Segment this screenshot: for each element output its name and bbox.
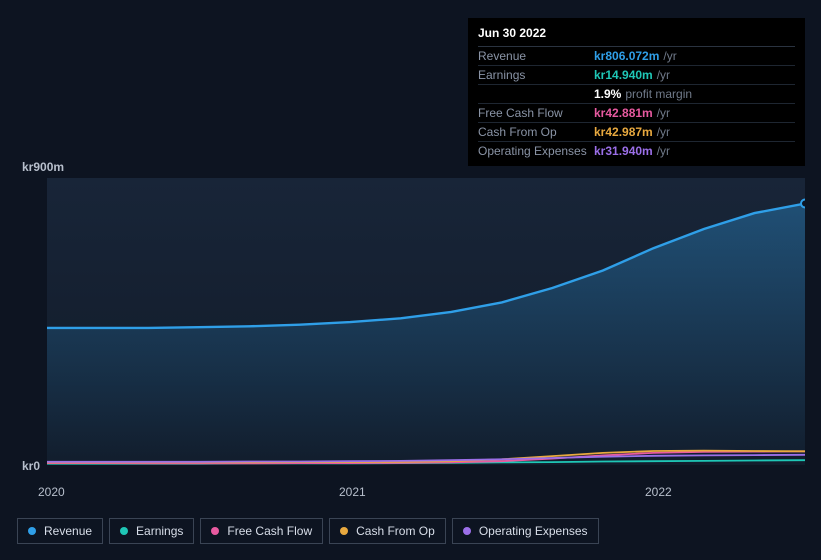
- tooltip-row-label: Earnings: [478, 68, 594, 82]
- tooltip-row-value: kr42.881m: [594, 106, 653, 120]
- tooltip-row-label: Operating Expenses: [478, 144, 594, 158]
- tooltip-row: Revenuekr806.072m/yr: [478, 47, 795, 66]
- legend-item-opex[interactable]: Operating Expenses: [452, 518, 599, 544]
- revenue-end-marker: [801, 200, 805, 208]
- y-axis-label: kr900m: [22, 160, 64, 174]
- legend-item-cfo[interactable]: Cash From Op: [329, 518, 446, 544]
- chart-tooltip: Jun 30 2022 Revenuekr806.072m/yrEarnings…: [468, 18, 805, 166]
- tooltip-row-suffix: /yr: [657, 68, 670, 82]
- tooltip-row: Free Cash Flowkr42.881m/yr: [478, 104, 795, 123]
- tooltip-row-label: Revenue: [478, 49, 594, 63]
- tooltip-row-suffix: /yr: [657, 125, 670, 139]
- tooltip-row: Cash From Opkr42.987m/yr: [478, 123, 795, 142]
- legend-label: Operating Expenses: [479, 524, 588, 538]
- tooltip-row-label: Free Cash Flow: [478, 106, 594, 120]
- tooltip-row: 1.9% profit margin: [478, 85, 795, 104]
- legend-item-earnings[interactable]: Earnings: [109, 518, 194, 544]
- legend-label: Cash From Op: [356, 524, 435, 538]
- tooltip-row-value: 1.9%: [594, 87, 621, 101]
- tooltip-row-suffix: /yr: [657, 106, 670, 120]
- tooltip-row-suffix: /yr: [657, 144, 670, 158]
- chart-legend: Revenue Earnings Free Cash Flow Cash From O…: [17, 518, 599, 544]
- x-axis-label: 2022: [645, 485, 672, 499]
- legend-dot-icon: [340, 527, 348, 535]
- tooltip-row-value: kr14.940m: [594, 68, 653, 82]
- legend-dot-icon: [463, 527, 471, 535]
- tooltip-row: Operating Expenseskr31.940m/yr: [478, 142, 795, 160]
- x-axis-label: 2021: [339, 485, 366, 499]
- legend-dot-icon: [28, 527, 36, 535]
- legend-label: Revenue: [44, 524, 92, 538]
- legend-dot-icon: [211, 527, 219, 535]
- tooltip-row-value: kr31.940m: [594, 144, 653, 158]
- financials-chart: [17, 175, 805, 475]
- legend-label: Earnings: [136, 524, 183, 538]
- legend-item-revenue[interactable]: Revenue: [17, 518, 103, 544]
- tooltip-date: Jun 30 2022: [478, 26, 795, 47]
- x-axis-label: 2020: [38, 485, 65, 499]
- tooltip-row-value: kr806.072m: [594, 49, 659, 63]
- tooltip-row-label: Cash From Op: [478, 125, 594, 139]
- tooltip-row-suffix: profit margin: [625, 87, 692, 101]
- tooltip-row-suffix: /yr: [663, 49, 676, 63]
- tooltip-row: Earningskr14.940m/yr: [478, 66, 795, 85]
- legend-item-fcf[interactable]: Free Cash Flow: [200, 518, 323, 544]
- tooltip-row-value: kr42.987m: [594, 125, 653, 139]
- legend-dot-icon: [120, 527, 128, 535]
- legend-label: Free Cash Flow: [227, 524, 312, 538]
